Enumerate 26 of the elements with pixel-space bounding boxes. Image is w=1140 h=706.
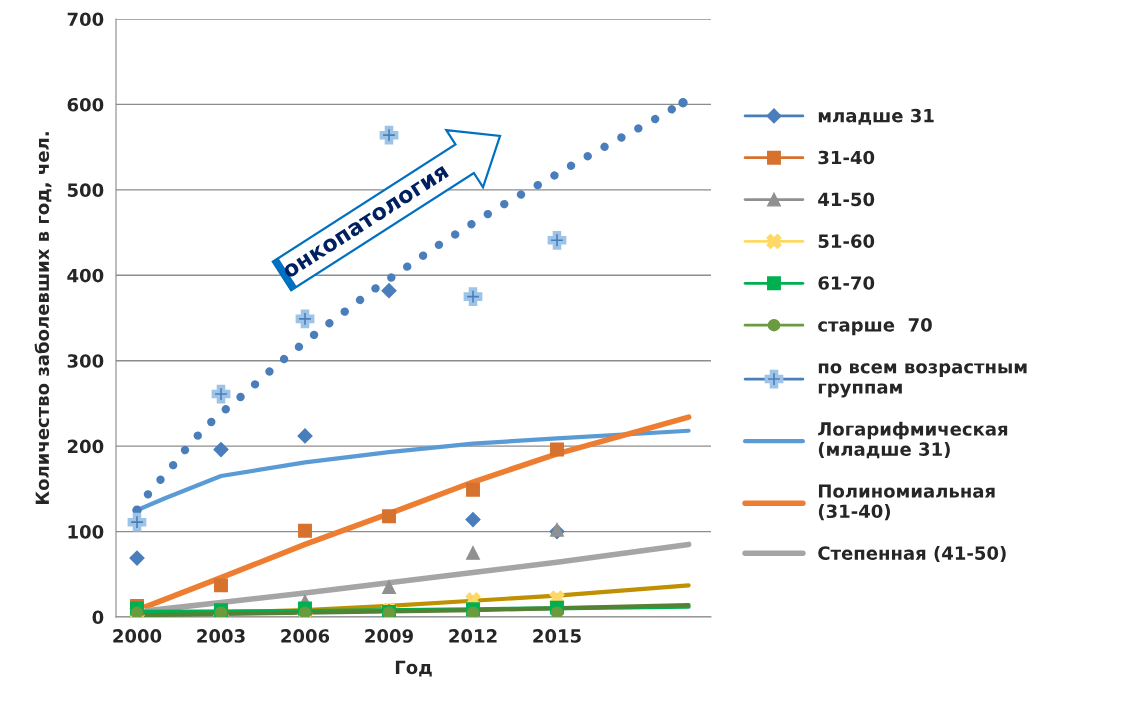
y-tick-label: 200	[67, 439, 104, 454]
y-tick-label: 300	[67, 354, 104, 368]
x-tick-label: 2015	[533, 629, 581, 643]
legend-label: Полиномиальная (31-40)	[818, 484, 995, 521]
y-tick-label: 100	[68, 525, 104, 539]
y-tick-label: 0	[92, 610, 104, 625]
legend-label: 51-60	[818, 234, 875, 249]
legend-label: 31-40	[818, 150, 875, 165]
legend-label: 41-50	[818, 192, 875, 207]
x-tick-label: 2009	[365, 629, 413, 643]
legend-label: младше 31	[818, 108, 934, 125]
legend-label: 61-70	[818, 276, 875, 290]
legend-label: Степенная (41-50)	[818, 545, 1006, 563]
x-tick-label: 2012	[449, 629, 497, 643]
y-axis-title: Количество заболевших в год, чел.	[34, 132, 52, 504]
y-tick-label: 700	[67, 12, 104, 27]
legend-label: Логарифмическая (младше 31)	[818, 421, 1008, 459]
y-tick-label: 400	[67, 268, 104, 283]
y-tick-label: 600	[67, 97, 104, 112]
x-tick-label: 2000	[113, 629, 162, 643]
legend-label: по всем возрастным группам	[818, 363, 1027, 398]
x-axis-title: Год	[395, 660, 432, 677]
x-tick-label: 2006	[281, 629, 330, 643]
y-tick-label: 500	[67, 183, 104, 197]
legend-label: старше 70	[818, 318, 932, 336]
x-tick-label: 2003	[197, 629, 245, 643]
